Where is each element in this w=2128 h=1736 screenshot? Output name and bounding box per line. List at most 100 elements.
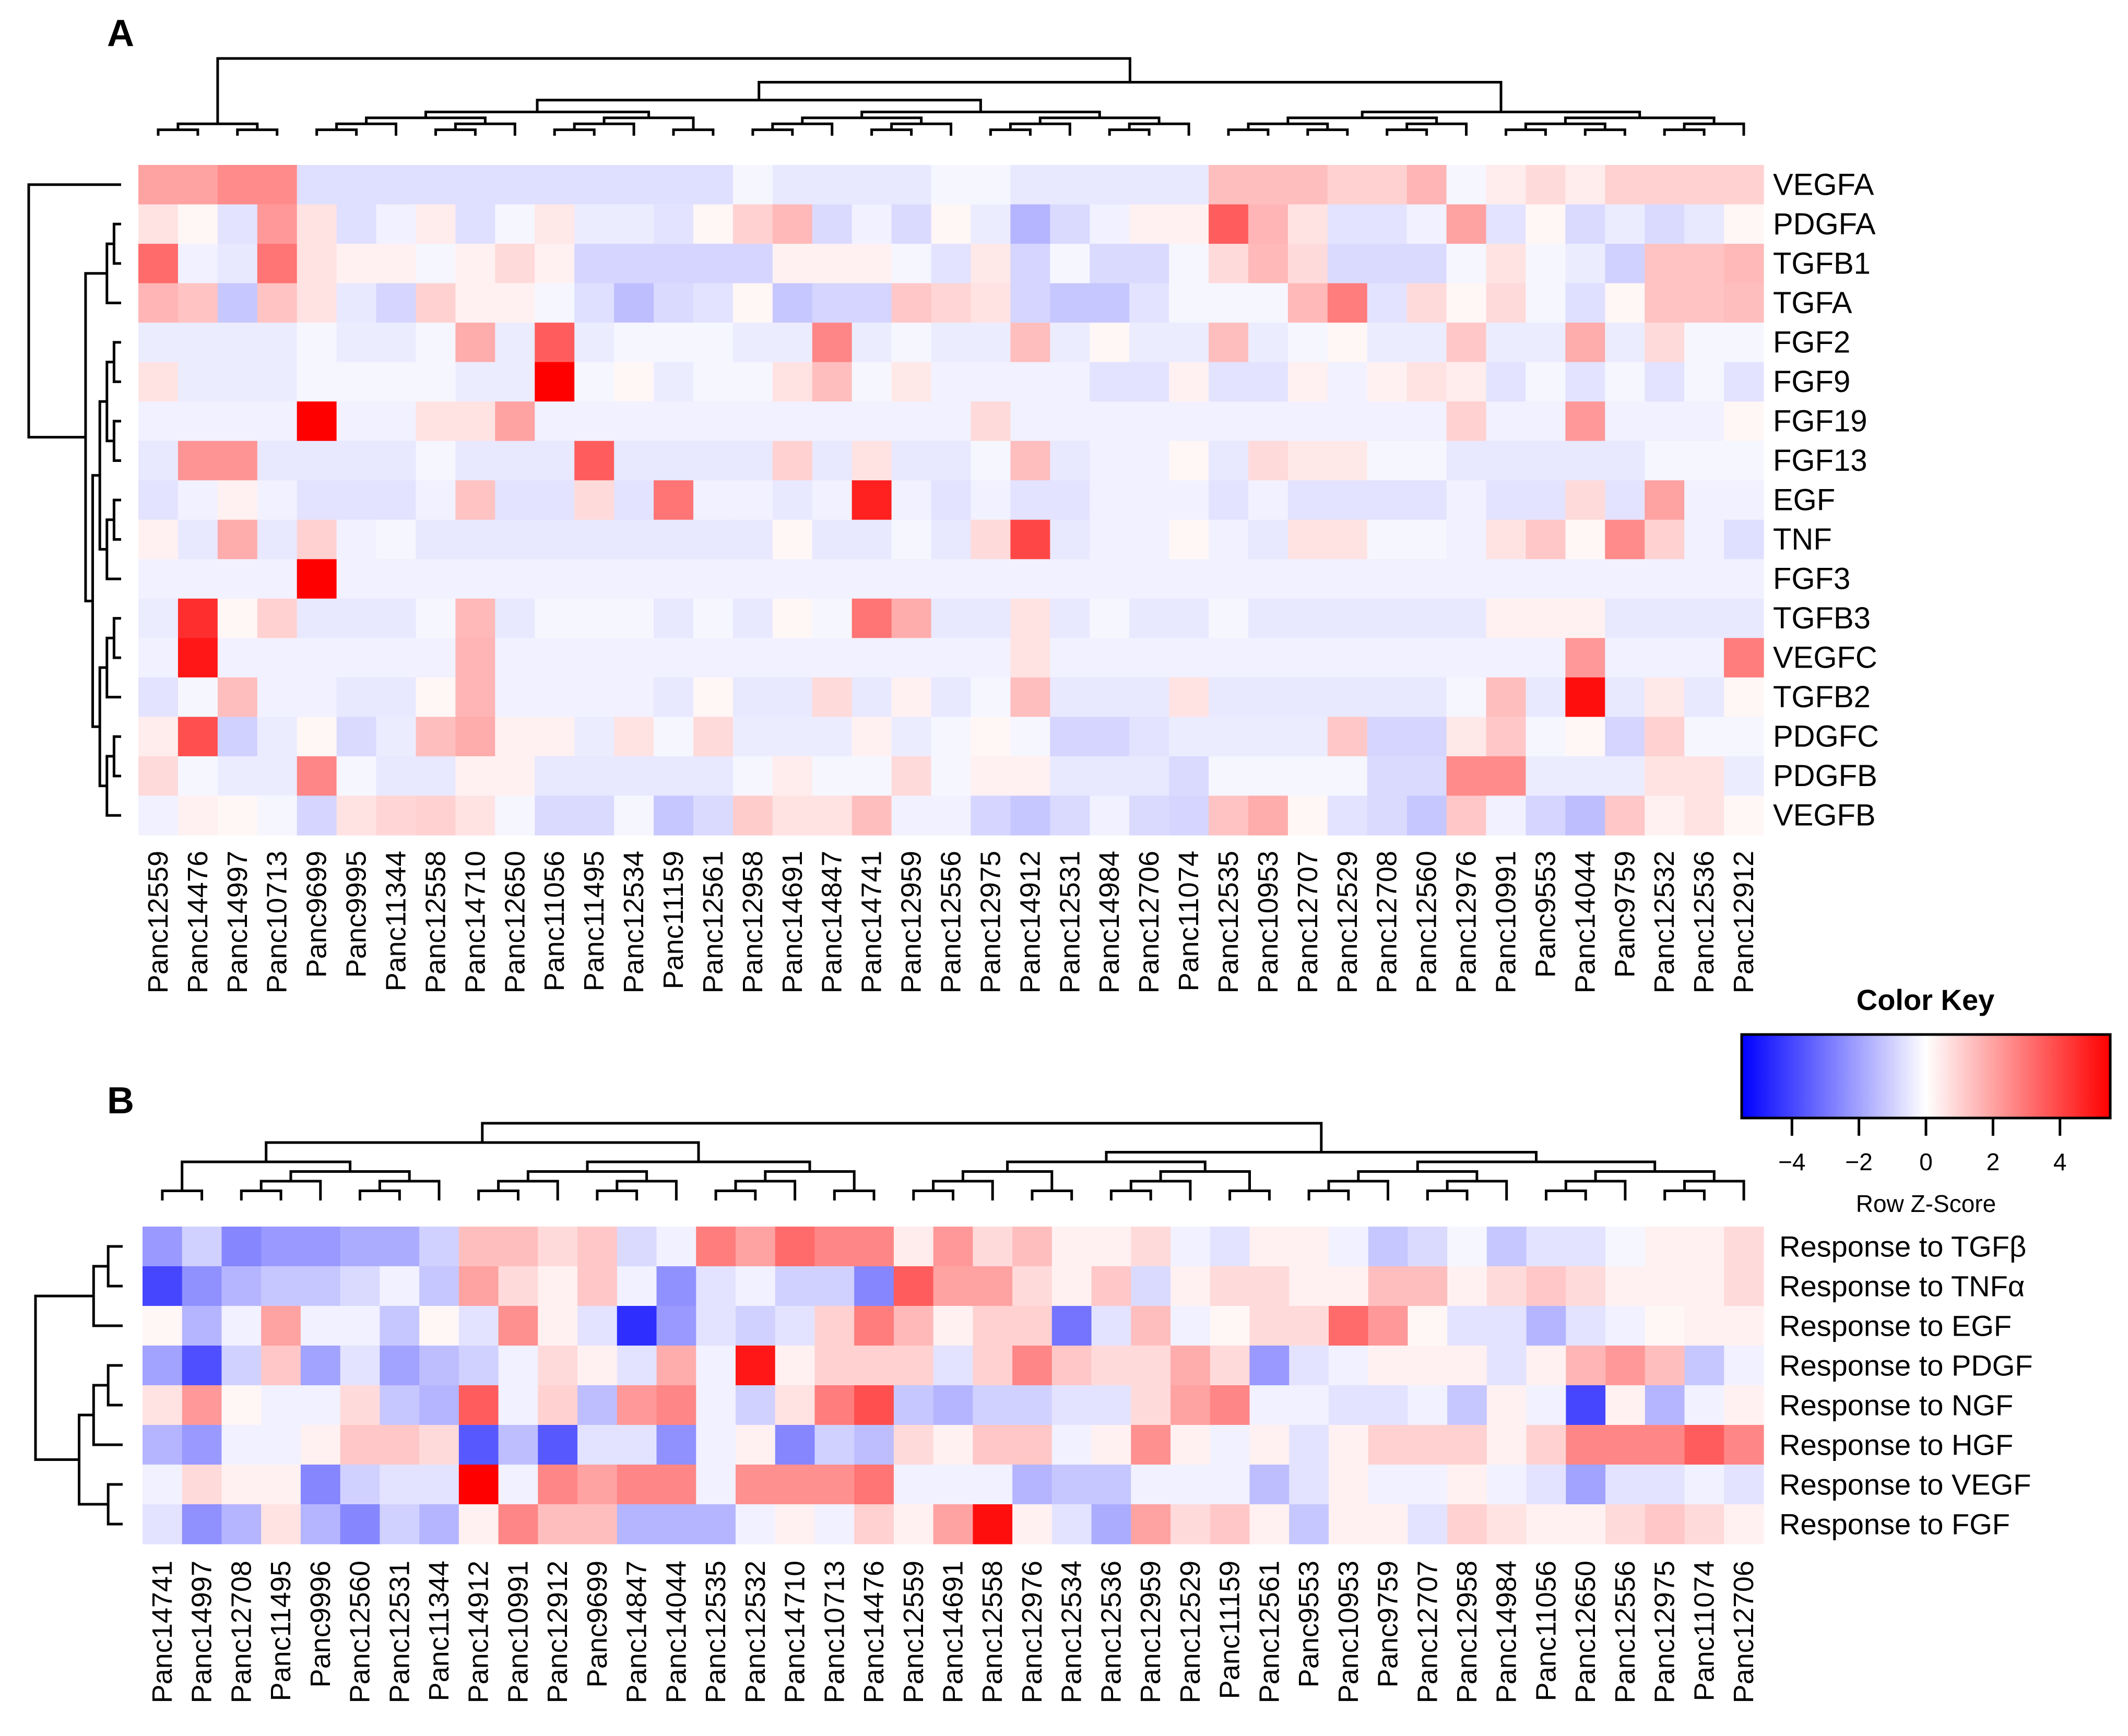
heatmap-cell [812, 795, 853, 836]
heatmap-cell [336, 677, 377, 718]
heatmap-cell [1249, 1227, 1290, 1267]
column-label: Panc9699 [582, 1561, 613, 1687]
heatmap-cell [535, 480, 575, 520]
heatmap-cell [1051, 1465, 1092, 1505]
heatmap-cell [1684, 1425, 1724, 1465]
heatmap-cell [617, 1465, 657, 1505]
row-label: PDGFC [1773, 720, 1879, 754]
heatmap-cell [1684, 598, 1724, 638]
heatmap-cell [693, 244, 734, 284]
heatmap-cell [1327, 244, 1368, 284]
heatmap-cell [1248, 244, 1288, 284]
heatmap-cell [458, 1227, 499, 1267]
heatmap-cell [1091, 1346, 1131, 1386]
dendrogram-branch [1307, 1190, 1350, 1200]
heatmap-cell [1129, 598, 1169, 638]
heatmap-cell [1645, 559, 1685, 599]
heatmap-cell [178, 598, 218, 638]
heatmap-cell [1249, 1465, 1290, 1505]
heatmap-cell [1209, 480, 1249, 520]
heatmap-cell [812, 638, 853, 678]
heatmap-cell [217, 165, 258, 205]
heatmap-cell [1129, 401, 1169, 442]
heatmap-cell [1406, 204, 1447, 244]
column-label: Panc12559 [143, 851, 174, 993]
heatmap-cell [143, 1504, 183, 1544]
heatmap-cell [1248, 323, 1288, 363]
heatmap-cell [1131, 1306, 1171, 1346]
heatmap-cell [1645, 1266, 1685, 1306]
heatmap-cell [1526, 1306, 1566, 1346]
heatmap-cell [336, 204, 377, 244]
heatmap-cell [178, 638, 218, 678]
heatmap-cell [455, 244, 495, 284]
heatmap-cell [654, 480, 694, 520]
heatmap-cell [735, 1465, 776, 1505]
heatmap-cell [1724, 283, 1764, 323]
heatmap-cell [217, 401, 258, 442]
heatmap-cell [1171, 1425, 1211, 1465]
heatmap-cell [1566, 1227, 1606, 1267]
heatmap-cell [1446, 638, 1487, 678]
heatmap-cell [1684, 717, 1724, 757]
heatmap-cell [1447, 1425, 1487, 1465]
heatmap-cell [300, 1227, 341, 1267]
heatmap-cell [1328, 1504, 1369, 1544]
heatmap-cell [217, 362, 258, 402]
column-label: Panc12560 [345, 1561, 376, 1703]
dendrogram-branch [112, 617, 121, 659]
dendrogram-branch [112, 735, 121, 778]
heatmap-cell [143, 1266, 183, 1306]
heatmap-cell [538, 1465, 578, 1505]
heatmap-cell [1287, 283, 1328, 323]
heatmap-cell [772, 638, 813, 678]
heatmap-cell [1129, 204, 1169, 244]
row-label: FGF9 [1773, 365, 1850, 399]
heatmap-cell [535, 717, 575, 757]
heatmap-cell [1051, 1306, 1092, 1346]
heatmap-cell [416, 441, 456, 481]
panel-a-heatmap [138, 165, 1764, 836]
heatmap-cell [1605, 1306, 1646, 1346]
heatmap-cell [933, 1504, 973, 1544]
heatmap-cell [1328, 1425, 1369, 1465]
heatmap-cell [693, 559, 734, 599]
heatmap-cell [814, 1385, 855, 1425]
heatmap-cell [1090, 244, 1130, 284]
heatmap-cell [535, 362, 575, 402]
heatmap-cell [336, 244, 377, 284]
heatmap-cell [178, 519, 218, 560]
panel-b-row-labels: Response to TGFβ Response to TNFα Response… [1779, 1230, 2033, 1541]
heatmap-cell [812, 244, 853, 284]
heatmap-cell [775, 1227, 815, 1267]
dendrogram-branch [112, 222, 121, 265]
heatmap-cell [455, 401, 495, 442]
heatmap-cell [812, 519, 853, 560]
column-label: Panc14847 [621, 1561, 653, 1703]
heatmap-cell [257, 598, 298, 638]
heatmap-cell [654, 756, 694, 796]
heatmap-cell [1406, 717, 1447, 757]
heatmap-cell [1169, 756, 1209, 796]
heatmap-cell [931, 441, 972, 481]
heatmap-cell [1486, 441, 1527, 481]
heatmap-cell [812, 677, 853, 718]
heatmap-cell [654, 323, 694, 363]
heatmap-cell [971, 165, 1011, 205]
heatmap-cell [1684, 795, 1724, 836]
heatmap-cell [1724, 559, 1764, 599]
heatmap-cell [617, 1425, 657, 1465]
heatmap-cell [891, 638, 932, 678]
heatmap-cell [1010, 480, 1050, 520]
heatmap-cell [852, 283, 892, 323]
heatmap-cell [971, 717, 1011, 757]
heatmap-cell [217, 283, 258, 323]
heatmap-cell [217, 441, 258, 481]
heatmap-cell [1645, 519, 1685, 560]
dendrogram-branch [289, 1170, 411, 1181]
heatmap-cell [1367, 480, 1408, 520]
column-label: Panc14691 [938, 1561, 969, 1703]
dendrogram-branch [751, 128, 794, 136]
heatmap-cell [893, 1346, 934, 1386]
heatmap-cell [538, 1385, 578, 1425]
